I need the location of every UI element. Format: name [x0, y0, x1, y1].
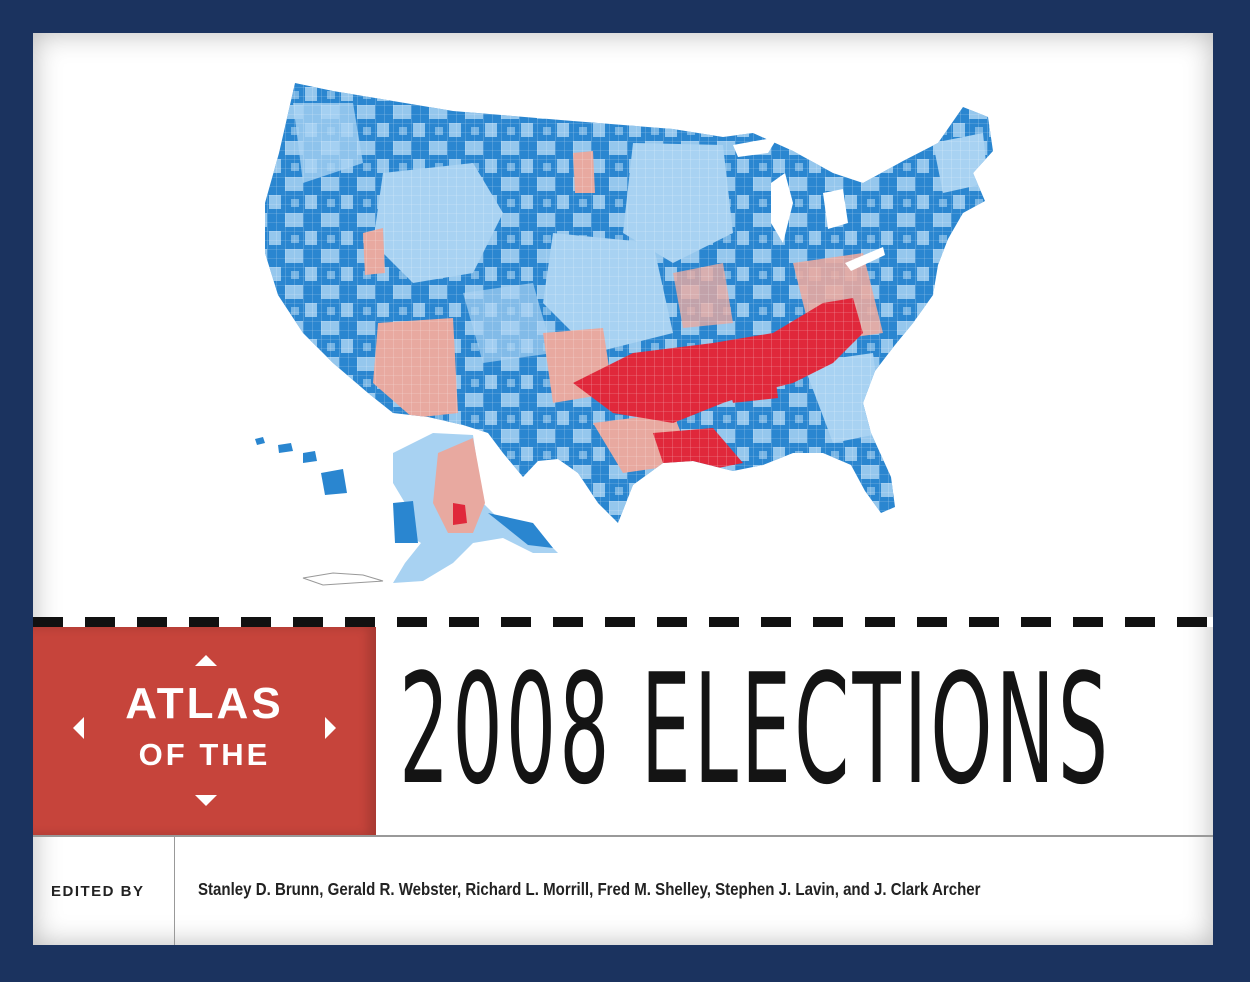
triangle-down-icon	[195, 795, 217, 806]
atlas-label-box: ATLAS OF THE	[33, 627, 376, 835]
us-county-map	[33, 33, 1213, 613]
triangle-right-icon	[325, 717, 336, 739]
dashed-divider	[33, 617, 1213, 627]
alaska	[302, 433, 558, 586]
horizontal-rule	[33, 835, 1213, 837]
title-of-the: OF THE	[138, 737, 271, 772]
credits-row: EDITED BY Stanley D. Brunn, Gerald R. We…	[33, 837, 1213, 945]
triangle-up-icon	[195, 655, 217, 666]
lake-superior	[733, 137, 778, 157]
editors-list: Stanley D. Brunn, Gerald R. Webster, Ric…	[198, 879, 981, 899]
title-atlas: ATLAS	[125, 679, 284, 728]
triangle-left-icon	[73, 717, 84, 739]
vertical-rule	[174, 837, 175, 945]
contiguous-us	[265, 83, 993, 523]
edited-by-label: EDITED BY	[51, 883, 145, 900]
hawaii	[255, 437, 347, 495]
main-title: 2008 ELECTIONS	[399, 641, 1112, 818]
title-band: ATLAS OF THE 2008 ELECTIONS	[33, 627, 1213, 835]
lake-michigan	[771, 173, 793, 243]
main-title-container: 2008 ELECTIONS	[376, 627, 1213, 835]
us-map-graphic	[255, 83, 993, 586]
lake-huron	[823, 189, 848, 229]
lake-erie	[845, 247, 885, 271]
cover-panel: ATLAS OF THE 2008 ELECTIONS EDITED BY St…	[33, 33, 1213, 945]
